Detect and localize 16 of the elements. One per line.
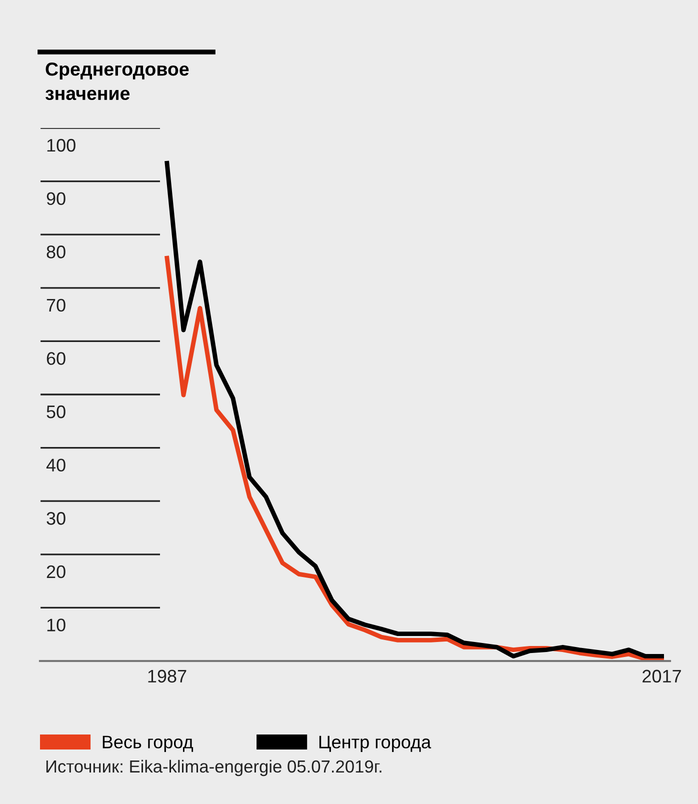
- y-tick-label: 90: [46, 192, 66, 206]
- y-tick-label: 50: [46, 405, 66, 418]
- x-tick-label: 2017: [642, 670, 681, 683]
- y-tick-label: 40: [46, 458, 66, 472]
- y-tick-label: 20: [46, 565, 66, 578]
- y-tick-label: 70: [46, 298, 66, 312]
- legend-label: Весь город: [102, 736, 194, 752]
- y-tick-label: 30: [46, 512, 66, 525]
- x-tick-label: 1987: [148, 670, 186, 683]
- y-tick-label: 80: [46, 246, 66, 258]
- text: Источник: Eika-klima-engergie 05.07.2019г.: [46, 760, 382, 776]
- y-tick-label: 10: [47, 618, 66, 632]
- y-tick-label: 100: [47, 138, 76, 152]
- legend-label: Центр города: [319, 736, 432, 752]
- y-tick-label: 60: [46, 352, 66, 365]
- chart-title: Среднегодовое значение: [45, 62, 189, 100]
